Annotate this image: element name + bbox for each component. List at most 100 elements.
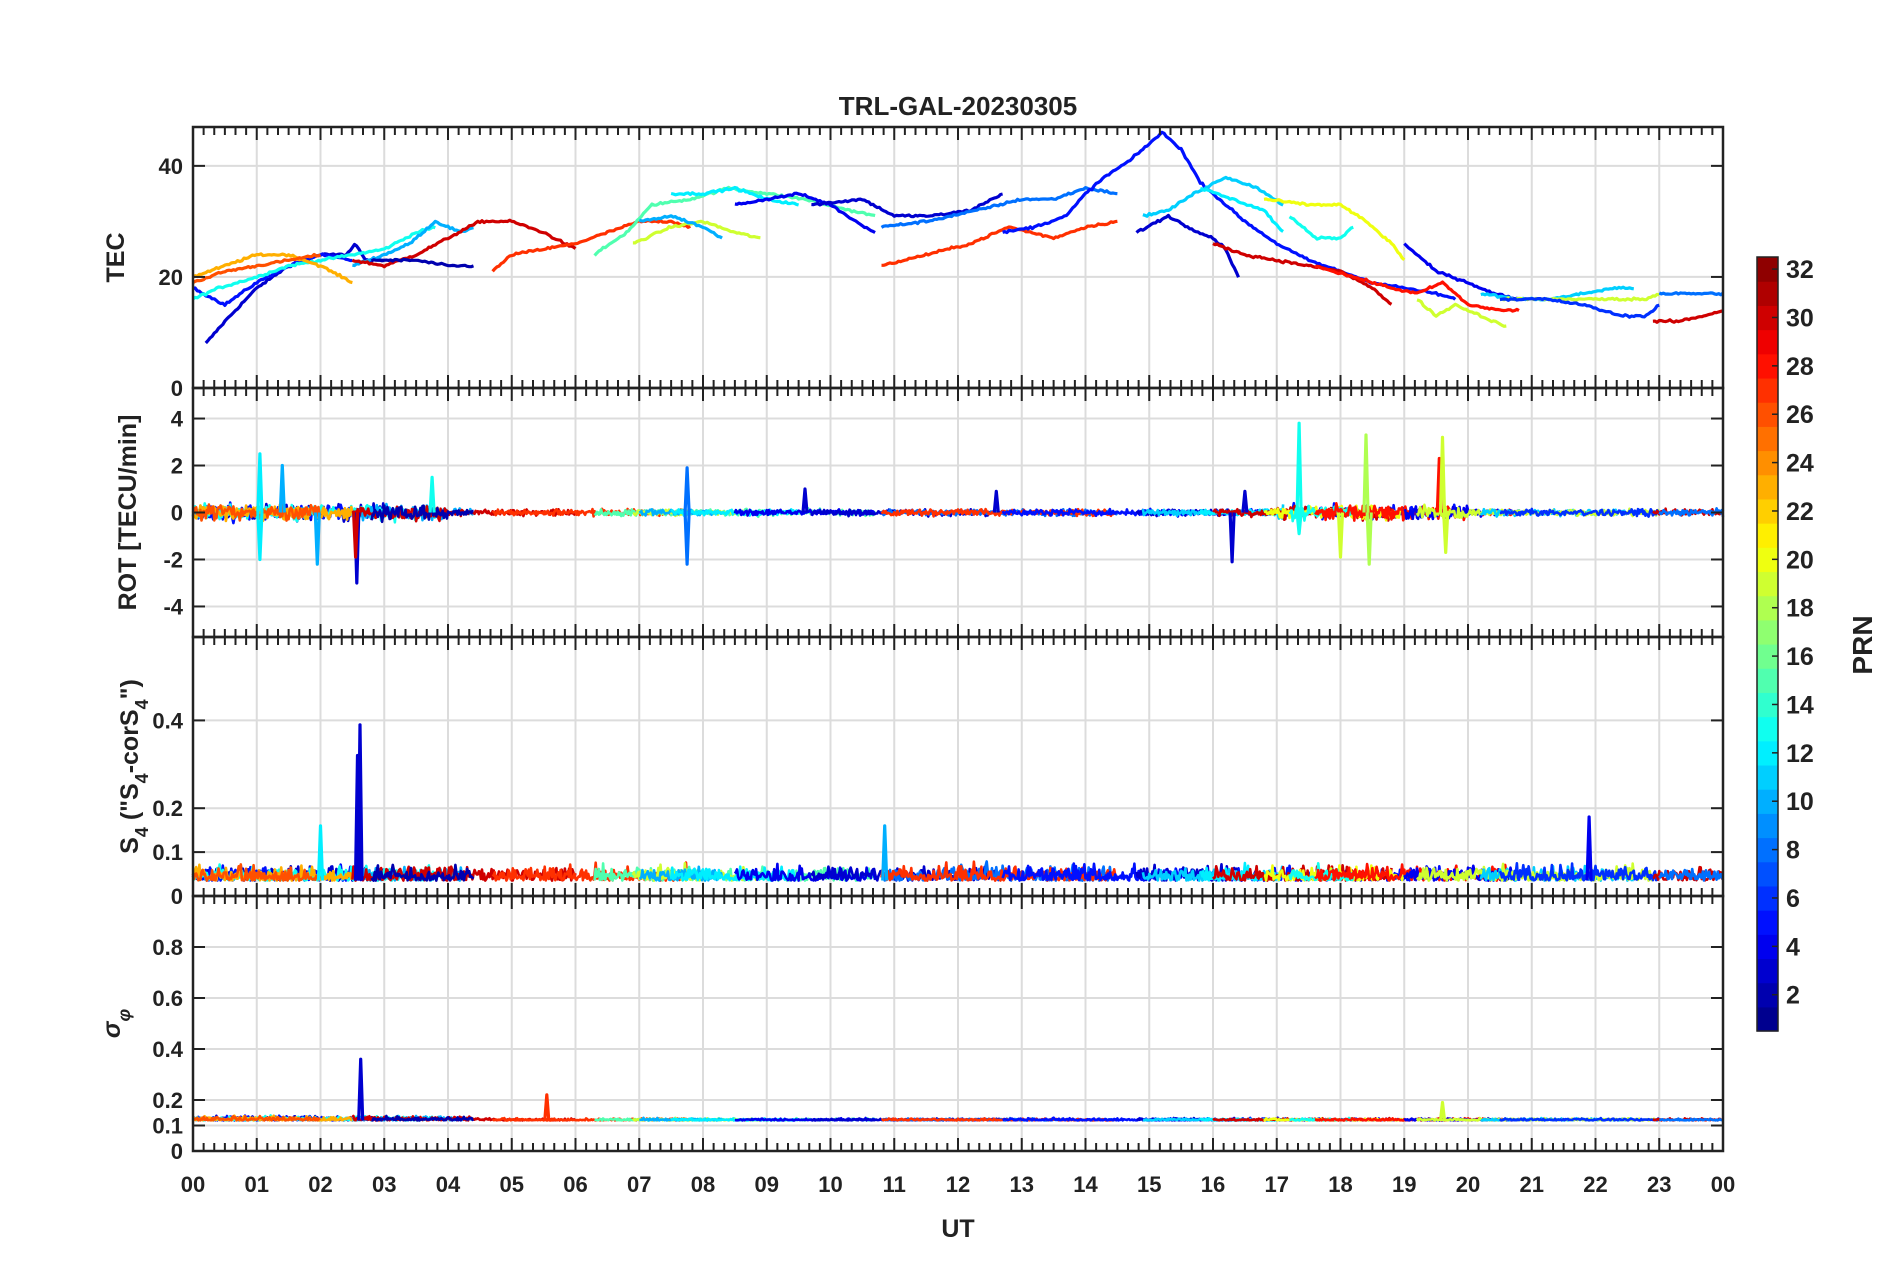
y-tick-label: 0 [171, 501, 183, 526]
subscript: 4 [132, 699, 152, 709]
rot-spike-prn-18 [1365, 512, 1373, 566]
sigma_phi-series-prn-8 [1659, 1117, 1724, 1122]
rot-spike-prn-19 [1442, 512, 1450, 554]
y-tick-label: 0.4 [152, 708, 183, 733]
sigma_phi-spike-prn-3 [357, 1057, 365, 1121]
tec-series-prn-5 [192, 252, 353, 307]
x-tick-label: 08 [691, 1172, 715, 1197]
rot-spike-prn-10 [278, 463, 286, 513]
tec-series-prn-11 [1142, 175, 1284, 218]
rot-spike-prn-19 [1336, 512, 1345, 559]
rot-spike-prn-8 [683, 512, 691, 566]
tec-series-prn-12 [670, 185, 800, 207]
tec-series-prn-4 [1403, 242, 1520, 301]
colorbar-tick-label: 28 [1786, 353, 1814, 381]
colorbar-swatch-prn-17 [1757, 619, 1778, 645]
tec-series-prn-8 [880, 186, 1118, 229]
s4-series-prn-4 [733, 862, 877, 882]
colorbar-swatch-prn-24 [1757, 450, 1778, 476]
y-tick-label: 0 [171, 884, 183, 909]
y-tick-label: 0.1 [152, 1114, 183, 1139]
x-tick-label: 06 [563, 1172, 587, 1197]
tec-series-prn-23 [192, 252, 353, 285]
tec-series-prn-27 [881, 219, 1118, 267]
colorbar-tick-label: 10 [1786, 788, 1814, 816]
x-tick-label: 07 [627, 1172, 651, 1197]
tec-series-prn-26 [192, 252, 322, 284]
tec-series-prn-12 [1199, 186, 1284, 233]
colorbar-tick-label: 30 [1786, 304, 1814, 332]
colorbar-tick-label: 12 [1786, 740, 1814, 768]
tec-series-prn-30 [351, 218, 577, 269]
colorbar-swatch-prn-28 [1757, 353, 1778, 379]
colorbar-swatch-prn-13 [1757, 716, 1778, 742]
y-tick-label: 2 [171, 454, 183, 479]
s4-series-prn-8 [1658, 867, 1725, 882]
y-tick-label: 0.2 [152, 1088, 183, 1113]
colorbar-swatch-prn-31 [1757, 281, 1778, 306]
rot-spike-prn-3 [1228, 512, 1236, 564]
rot-spike-prn-3 [1241, 489, 1249, 513]
colorbar-swatch-prn-2 [1757, 982, 1778, 1008]
tec-series-prn-15 [593, 185, 876, 257]
x-tick-label: 11 [883, 1172, 906, 1197]
colorbar-tick-label: 26 [1786, 401, 1814, 429]
y-tick-label: 0.6 [152, 986, 183, 1011]
x-tick-label: 19 [1392, 1172, 1416, 1197]
y-tick-label: 20 [159, 265, 183, 290]
y-tick-label: -2 [163, 547, 183, 572]
colorbar-swatch-prn-23 [1757, 474, 1778, 500]
colorbar-swatch-prn-30 [1757, 305, 1778, 331]
rot-series-prn-8 [1658, 507, 1725, 518]
colorbar-tick-label: 22 [1786, 498, 1814, 526]
y-axis-label: ROT [TECU/min] [114, 415, 142, 611]
s4-series-prn-2 [370, 863, 475, 882]
colorbar-swatch-prn-3 [1757, 958, 1778, 984]
x-tick-label: 13 [1010, 1172, 1034, 1197]
tec-series-prn-20 [1263, 197, 1406, 262]
tec-series-prn-27 [491, 218, 692, 273]
colorbar-swatch-prn-14 [1757, 692, 1778, 718]
y-tick-label: 4 [171, 407, 184, 432]
rot-spike-prn-13 [428, 475, 436, 513]
x-tick-label: 16 [1201, 1172, 1225, 1197]
panel-frame [191, 894, 1725, 1153]
x-tick-label: 23 [1647, 1172, 1671, 1197]
y-tick-label: 0 [171, 376, 183, 401]
y-tick-label: 0 [171, 1139, 183, 1164]
tec-series-prn-13 [1288, 215, 1354, 241]
y-tick-label: 0.4 [152, 1037, 183, 1062]
x-tick-label: 02 [308, 1172, 332, 1197]
x-tick-label: 17 [1265, 1172, 1289, 1197]
colorbar-swatch-prn-6 [1757, 885, 1778, 911]
y-axis-label: σφ [98, 1009, 134, 1039]
colorbar-tick-label: 24 [1786, 450, 1814, 478]
colorbar-swatch-prn-27 [1757, 377, 1778, 403]
s4-series-prn-26 [191, 863, 321, 882]
tec-series-prn-5 [1002, 130, 1457, 301]
tec-series-prn-28 [1314, 264, 1520, 313]
sigma_phi-series-prn-26 [192, 1114, 321, 1122]
s4-spike-prn-10 [881, 824, 889, 881]
colorbar-tick-label: 6 [1786, 885, 1800, 913]
tec-series-prn-3 [1135, 213, 1240, 278]
subscript: 4 [132, 773, 152, 783]
rot-spike-prn-13 [1295, 421, 1303, 513]
colorbar-swatch-prn-25 [1757, 426, 1778, 452]
x-axis-label: UT [941, 1215, 974, 1243]
tec-series-prn-6 [1499, 296, 1660, 319]
colorbar-swatch-prn-1 [1757, 1006, 1778, 1032]
colorbar-tick-label: 4 [1786, 933, 1800, 961]
colorbar-label: PRN [1847, 615, 1878, 674]
colorbar-swatch-prn-12 [1757, 740, 1778, 766]
rot-spike-prn-3 [992, 489, 1000, 513]
x-tick-label: 01 [245, 1172, 269, 1197]
x-tick-label: 12 [946, 1172, 970, 1197]
colorbar-swatch-prn-19 [1757, 571, 1778, 597]
subscript: 4 [132, 827, 152, 837]
rot-series-prn-27 [880, 507, 1119, 518]
x-tick-label: 03 [372, 1172, 396, 1197]
colorbar-swatch-prn-8 [1757, 837, 1778, 863]
colorbar-swatch-prn-22 [1757, 498, 1778, 524]
colorbar-swatch-prn-9 [1757, 813, 1778, 839]
